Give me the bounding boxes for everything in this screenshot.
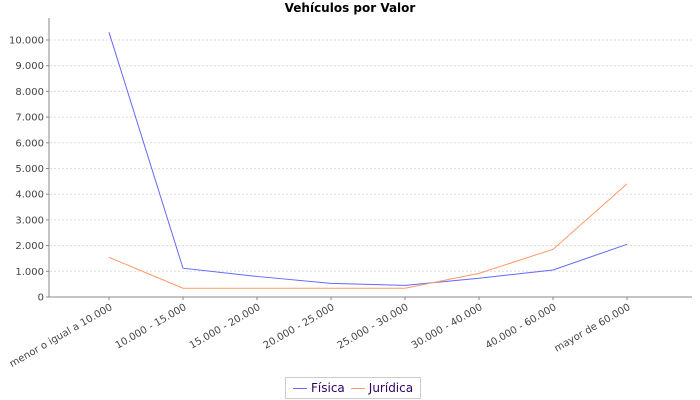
x-tick-label: 30.000 - 40.000: [410, 302, 485, 352]
x-tick-label: 20.000 - 25.000: [262, 302, 337, 352]
x-tick-label: 40.000 - 60.000: [484, 302, 559, 352]
series-line-fisica: [108, 32, 628, 286]
x-tick-label: 25.000 - 30.000: [336, 302, 411, 352]
y-tick-label: 7.000: [15, 113, 44, 124]
x-tick-label: mayor de 60.000: [553, 302, 633, 354]
y-tick-label: 8.000: [15, 87, 44, 98]
legend-item-juridica: Jurídica: [350, 381, 414, 395]
y-tick-label: 9.000: [15, 61, 44, 72]
y-tick-label: 5.000: [15, 164, 44, 175]
y-tick-label: 2.000: [15, 241, 44, 252]
legend-label-juridica: Jurídica: [368, 381, 414, 395]
y-tick-label: 1.000: [15, 267, 44, 278]
legend-swatch-juridica: [350, 387, 365, 389]
legend: Física Jurídica: [285, 377, 422, 399]
chart-title: Vehículos por Valor: [284, 1, 416, 15]
y-tick-label: 10.000: [9, 36, 44, 47]
y-tick-label: 0: [38, 293, 44, 304]
y-tick-label: 4.000: [15, 190, 44, 201]
y-tick-label: 3.000: [15, 215, 44, 226]
x-tick-label: menor o igual a 10.000: [8, 302, 115, 370]
series-line-juridica: [108, 183, 628, 289]
legend-swatch-fisica: [293, 387, 307, 389]
legend-label-fisica: Física: [311, 381, 345, 395]
x-tick-label: 10.000 - 15.000: [114, 302, 189, 352]
y-tick-label: 6.000: [15, 138, 44, 149]
legend-item-fisica: Física: [293, 381, 345, 395]
x-tick-label: 15.000 - 20.000: [188, 302, 263, 352]
